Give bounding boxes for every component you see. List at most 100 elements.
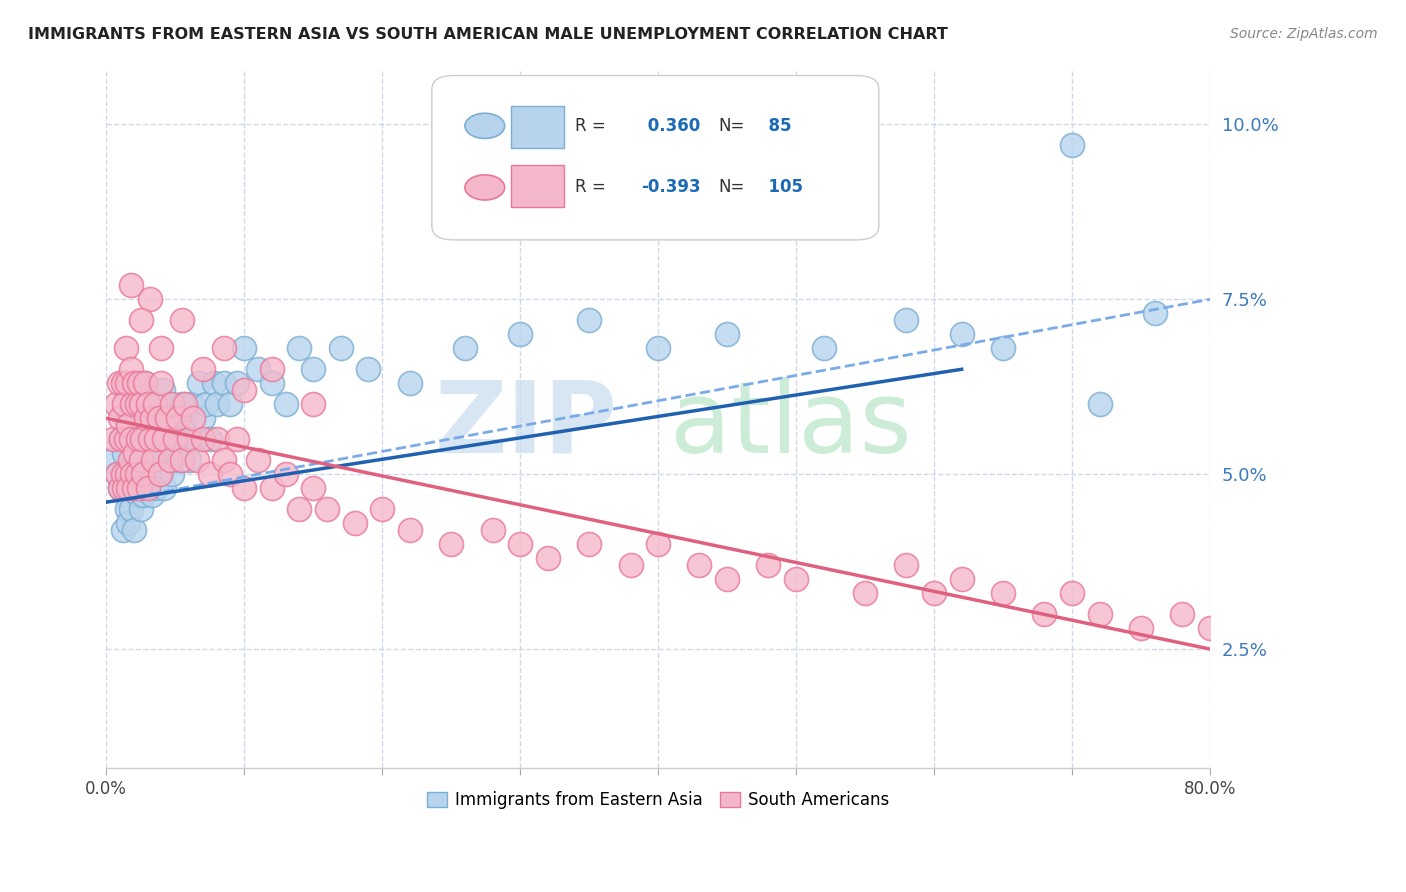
Point xyxy=(101,453,124,467)
Point xyxy=(212,376,235,391)
Text: N=: N= xyxy=(718,178,745,196)
Point xyxy=(139,293,162,307)
Point xyxy=(115,376,138,391)
Point xyxy=(125,467,148,482)
Point xyxy=(122,453,145,467)
Point xyxy=(212,341,235,355)
Point xyxy=(578,313,600,327)
Point xyxy=(1060,138,1083,153)
Point xyxy=(177,432,200,446)
Point xyxy=(187,376,209,391)
Point xyxy=(274,467,297,482)
Point xyxy=(108,432,131,446)
Point xyxy=(813,341,835,355)
Point xyxy=(148,411,170,425)
Point xyxy=(117,481,139,495)
Point xyxy=(145,481,167,495)
Point xyxy=(120,502,142,516)
Point xyxy=(205,432,228,446)
Point xyxy=(111,376,134,391)
Point xyxy=(578,537,600,551)
Point xyxy=(139,453,162,467)
Point xyxy=(896,313,918,327)
Point xyxy=(205,397,228,411)
Point xyxy=(274,397,297,411)
Point xyxy=(174,411,197,425)
Point xyxy=(117,516,139,530)
Point xyxy=(118,481,141,495)
Point xyxy=(202,376,225,391)
Text: 85: 85 xyxy=(758,117,792,135)
Point xyxy=(135,411,157,425)
Point xyxy=(191,362,214,376)
Text: atlas: atlas xyxy=(669,376,911,474)
Point xyxy=(440,537,463,551)
Point xyxy=(180,397,202,411)
Point xyxy=(141,488,163,502)
Point xyxy=(131,467,153,482)
Point xyxy=(758,558,780,573)
Point xyxy=(136,411,159,425)
Point xyxy=(112,446,135,460)
Point xyxy=(128,453,150,467)
Point xyxy=(1130,621,1153,635)
Point xyxy=(162,467,184,482)
Point xyxy=(1088,397,1111,411)
Point xyxy=(454,341,477,355)
Point xyxy=(288,502,311,516)
Point xyxy=(134,376,156,391)
Point xyxy=(167,411,190,425)
Point xyxy=(125,432,148,446)
Point xyxy=(150,467,173,482)
Point xyxy=(302,397,325,411)
Point xyxy=(124,481,146,495)
FancyBboxPatch shape xyxy=(432,76,879,240)
Point xyxy=(302,362,325,376)
Point xyxy=(1143,306,1166,320)
Point xyxy=(127,411,149,425)
Point xyxy=(129,453,152,467)
Point xyxy=(129,502,152,516)
Text: R =: R = xyxy=(575,178,612,196)
Point xyxy=(152,384,174,398)
Text: R =: R = xyxy=(575,117,612,135)
Point xyxy=(115,418,138,433)
Point xyxy=(143,397,166,411)
Point xyxy=(134,446,156,460)
Point xyxy=(114,488,136,502)
Point xyxy=(184,432,207,446)
Point xyxy=(150,376,173,391)
Point xyxy=(127,432,149,446)
Point xyxy=(136,481,159,495)
Point xyxy=(108,411,131,425)
Point xyxy=(1033,607,1056,621)
Point xyxy=(114,432,136,446)
Point xyxy=(134,376,156,391)
Point xyxy=(120,432,142,446)
Point xyxy=(172,397,194,411)
Point xyxy=(122,481,145,495)
Point xyxy=(117,467,139,482)
Point xyxy=(111,467,134,482)
Point xyxy=(219,467,242,482)
Point xyxy=(120,362,142,376)
Point xyxy=(172,453,194,467)
Point xyxy=(785,572,807,586)
Point xyxy=(1060,586,1083,600)
Point xyxy=(105,467,128,482)
Point xyxy=(288,341,311,355)
Point xyxy=(156,411,179,425)
Point xyxy=(139,432,162,446)
Point xyxy=(169,453,191,467)
Point xyxy=(398,523,420,537)
Point xyxy=(647,537,669,551)
Point xyxy=(150,341,173,355)
Point xyxy=(302,481,325,495)
Point xyxy=(111,523,134,537)
Point xyxy=(121,397,143,411)
Point xyxy=(149,467,172,482)
Point xyxy=(115,502,138,516)
Point xyxy=(537,551,560,566)
Point xyxy=(145,432,167,446)
Point xyxy=(129,313,152,327)
